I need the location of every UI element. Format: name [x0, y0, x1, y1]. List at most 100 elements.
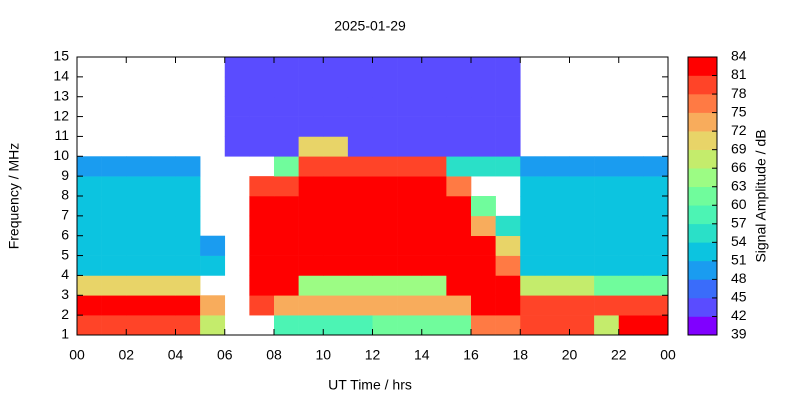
heatmap-cell	[520, 275, 546, 296]
heatmap-cell	[200, 315, 226, 336]
heatmap-cell	[643, 235, 669, 256]
heatmap-cell	[298, 255, 324, 276]
heatmap-cell	[544, 255, 570, 276]
heatmap-cell	[397, 116, 423, 137]
heatmap-cell	[126, 156, 152, 177]
heatmap-cell	[224, 96, 250, 117]
heatmap-cell	[397, 156, 423, 177]
heatmap-cell	[126, 315, 152, 336]
heatmap-cell	[101, 275, 127, 296]
heatmap-cell	[175, 295, 201, 316]
heatmap-cell	[126, 295, 152, 316]
heatmap-cell	[618, 275, 644, 296]
heatmap-cell	[397, 136, 423, 157]
x-tick-label: 10	[315, 347, 331, 363]
heatmap-cell	[347, 116, 373, 137]
x-tick-label: 16	[463, 347, 479, 363]
heatmap-cell	[372, 295, 398, 316]
heatmap-cell	[249, 295, 275, 316]
heatmap-cell	[323, 215, 349, 237]
heatmap-cell	[347, 96, 373, 117]
heatmap-cell	[298, 57, 324, 78]
heatmap-cell	[544, 315, 570, 336]
heatmap-cell	[643, 315, 669, 336]
colorbar-band	[688, 75, 717, 95]
heatmap-cell	[495, 215, 521, 237]
heatmap-cell	[446, 156, 472, 177]
colorbar-tick-label: 60	[731, 196, 747, 212]
heatmap-cell	[618, 215, 644, 237]
colorbar-band	[688, 260, 717, 280]
colorbar-band	[688, 186, 717, 206]
heatmap-cell	[323, 57, 349, 78]
colorbar-tick-label: 75	[731, 103, 747, 119]
heatmap-cell	[446, 96, 472, 117]
heatmap-cell	[249, 96, 275, 117]
heatmap-cell	[471, 315, 496, 336]
heatmap-cell	[397, 176, 423, 197]
heatmap-cell	[471, 235, 496, 256]
heatmap-cell	[594, 315, 620, 336]
heatmap-cell	[446, 176, 472, 197]
colorbar-tick-label: 81	[731, 66, 747, 82]
heatmap-cell	[372, 76, 398, 98]
heatmap-cell	[298, 156, 324, 177]
heatmap-cell	[347, 156, 373, 177]
heatmap-cell	[643, 275, 669, 296]
y-tick-label: 6	[61, 226, 69, 242]
heatmap-cell	[544, 295, 570, 316]
heatmap-cell	[372, 275, 398, 296]
x-tick-label: 20	[562, 347, 578, 363]
heatmap-cell	[347, 176, 373, 197]
heatmap-cell	[347, 315, 373, 336]
heatmap-cell	[323, 196, 349, 217]
heatmap-cell	[471, 57, 496, 78]
heatmap-cell	[643, 295, 669, 316]
heatmap-cell	[298, 235, 324, 256]
heatmap-cell	[618, 315, 644, 336]
heatmap-cell	[495, 57, 521, 78]
colorbar-band	[688, 112, 717, 132]
heatmap-cell	[150, 275, 176, 296]
heatmap-cell	[471, 196, 496, 217]
heatmap-cell	[471, 96, 496, 117]
heatmap-cell	[495, 136, 521, 157]
heatmap-cell	[249, 176, 275, 197]
heatmap-cell	[323, 295, 349, 316]
heatmap-cell	[569, 215, 595, 237]
heatmap-cell	[397, 215, 423, 237]
heatmap-cell	[249, 275, 275, 296]
y-tick-label: 13	[53, 87, 69, 103]
heatmap-cell	[372, 235, 398, 256]
y-tick-label: 1	[61, 326, 69, 342]
heatmap-cell	[347, 76, 373, 98]
heatmap-cell	[150, 215, 176, 237]
heatmap-cell	[594, 295, 620, 316]
heatmap-cell	[249, 255, 275, 276]
heatmap-cell	[298, 196, 324, 217]
heatmap-cell	[397, 275, 423, 296]
heatmap-cell	[471, 136, 496, 157]
heatmap-cell	[471, 156, 496, 177]
y-tick-label: 5	[61, 246, 69, 262]
heatmap-cell	[495, 295, 521, 316]
heatmap-cell	[495, 315, 521, 336]
heatmap-cell	[594, 235, 620, 256]
y-tick-label: 3	[61, 286, 69, 302]
x-tick-label: 12	[365, 347, 381, 363]
heatmap-cell	[175, 215, 201, 237]
heatmap-cell	[446, 295, 472, 316]
heatmap-cell	[77, 255, 102, 276]
heatmap-cell	[618, 176, 644, 197]
heatmap-cell	[372, 156, 398, 177]
heatmap-cell	[298, 176, 324, 197]
heatmap-cell	[150, 176, 176, 197]
heatmap-cell	[471, 295, 496, 316]
heatmap-cell	[421, 156, 447, 177]
heatmap-cell	[421, 275, 447, 296]
colorbar-band	[688, 242, 717, 262]
heatmap-cell	[249, 215, 275, 237]
heatmap-cell	[323, 235, 349, 256]
heatmap-cell	[347, 275, 373, 296]
heatmap-cell	[495, 96, 521, 117]
